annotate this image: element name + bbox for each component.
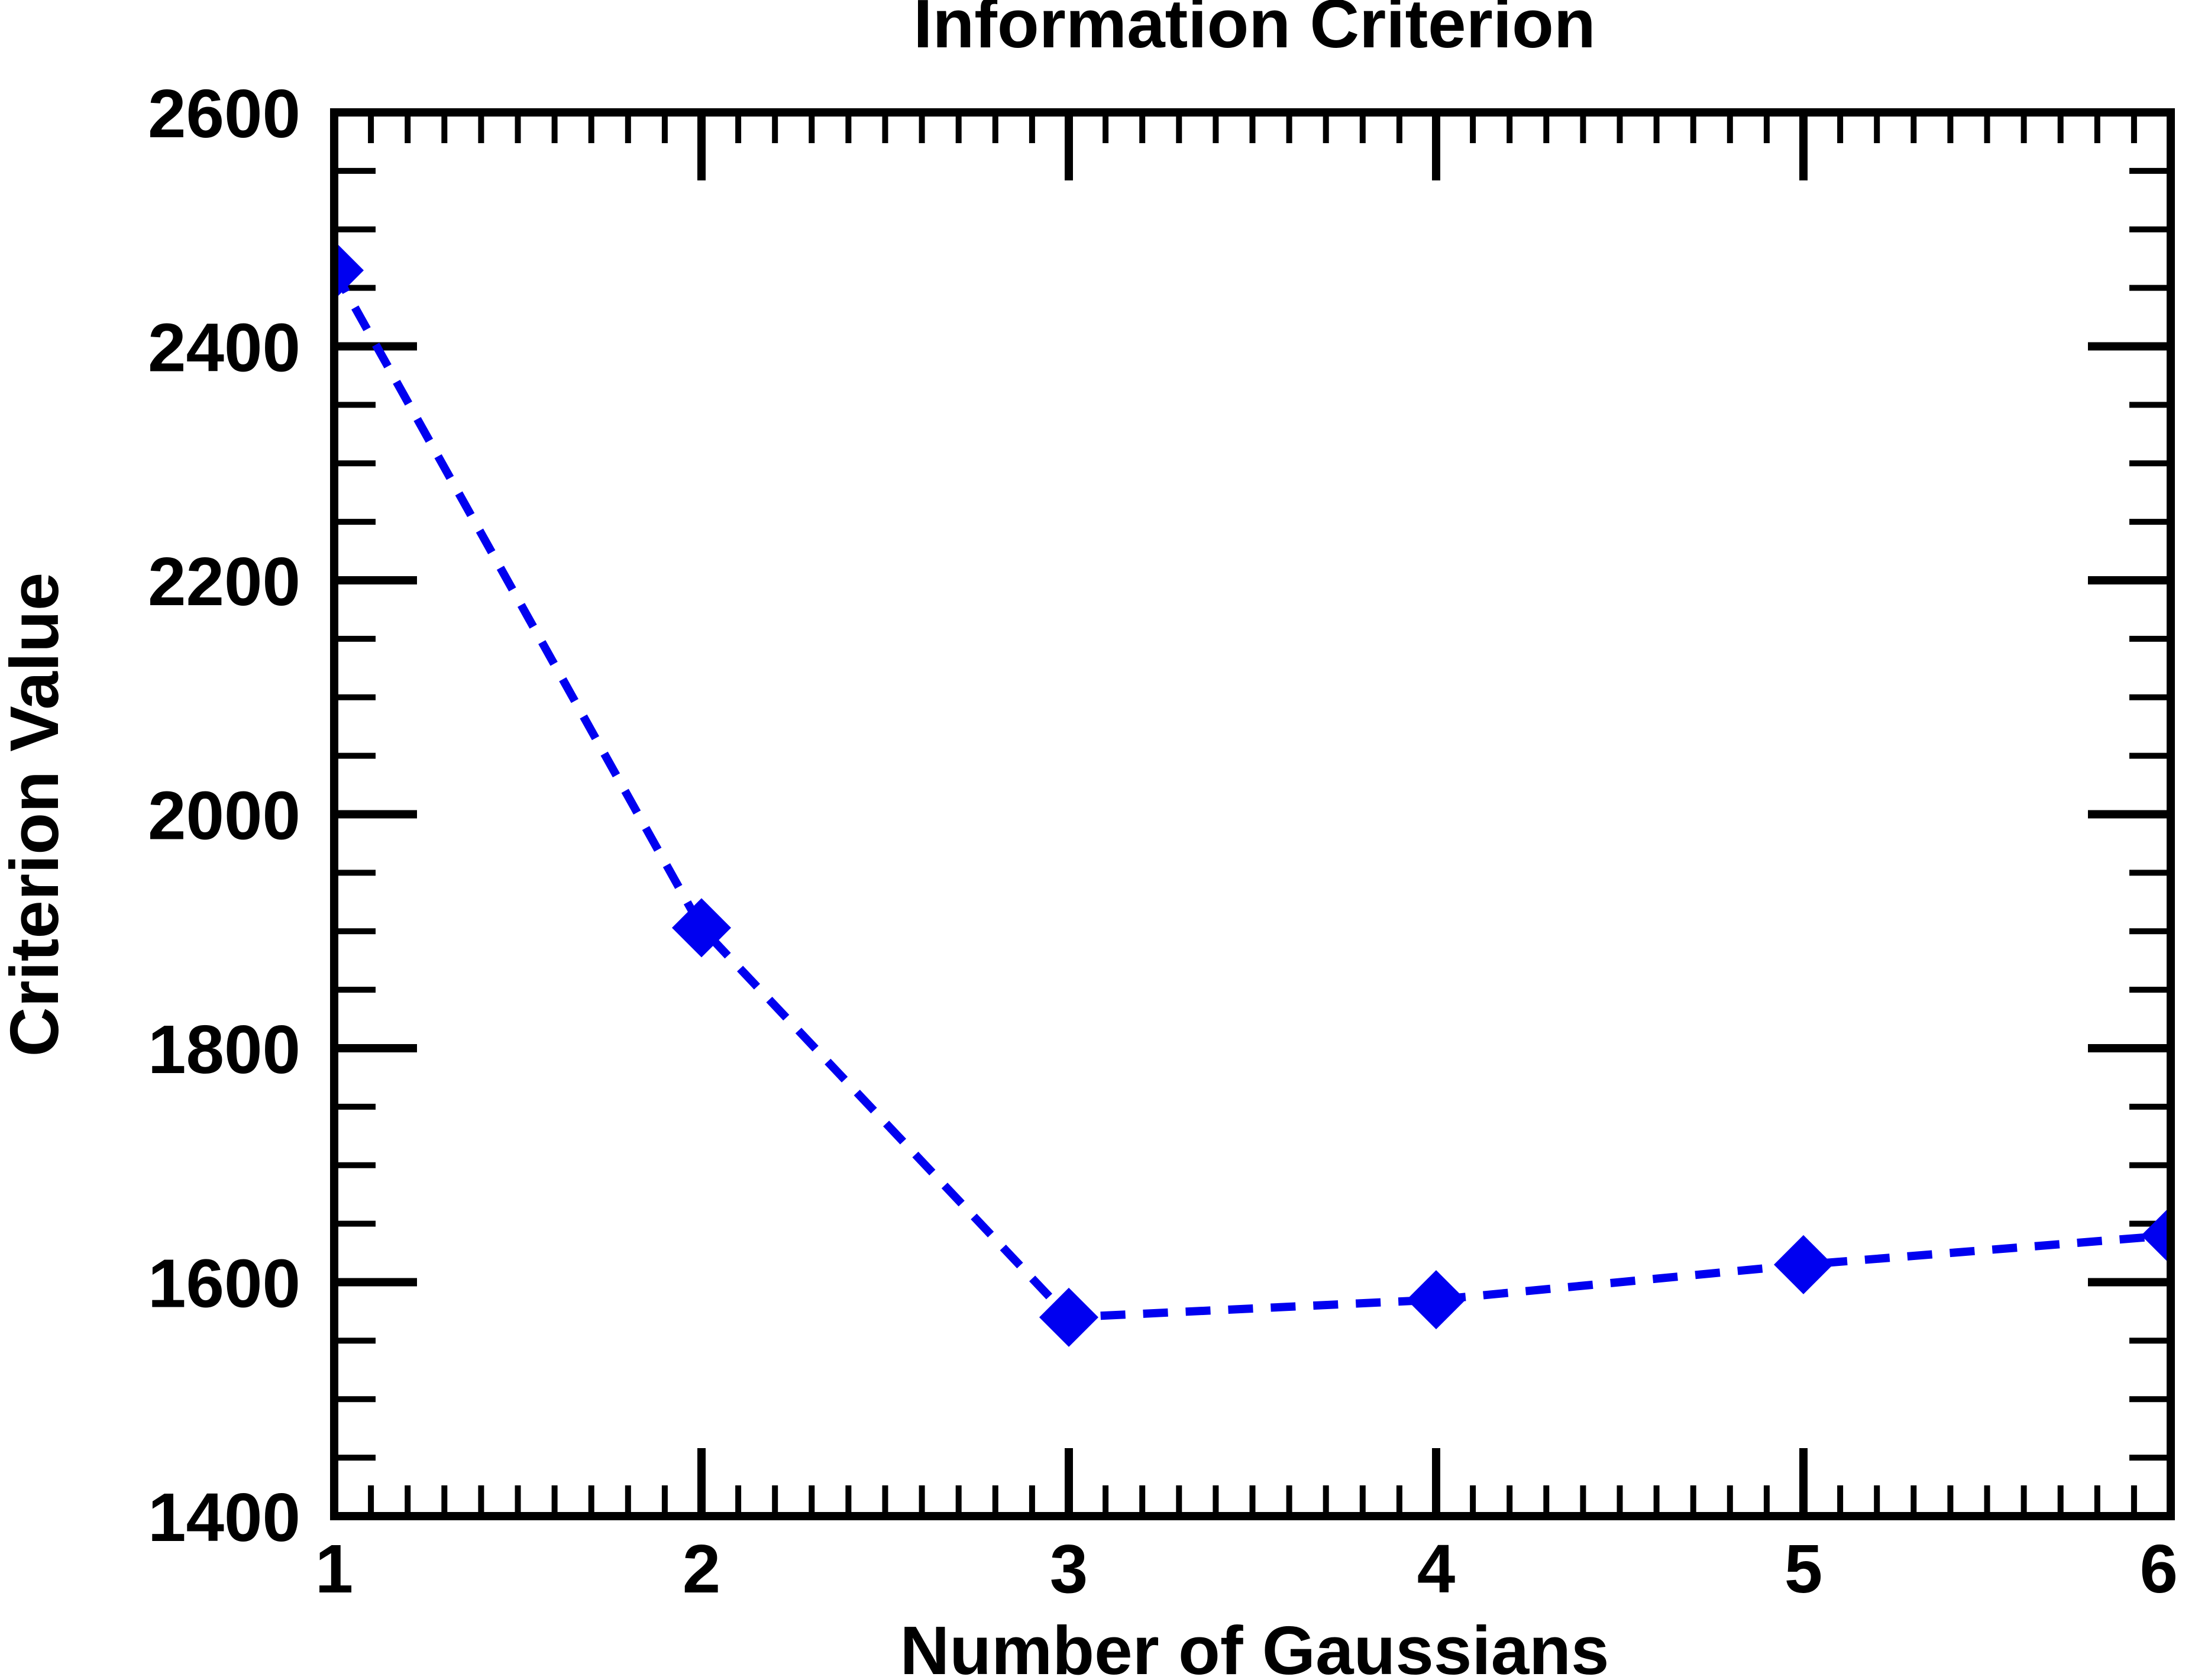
data-point-marker <box>1039 1287 1098 1347</box>
y-tick-label: 2600 <box>148 75 300 152</box>
x-axis-label: Number of Gaussians <box>900 1612 1609 1680</box>
plot-series <box>334 240 2171 1347</box>
y-tick-label: 1600 <box>148 1245 300 1322</box>
x-tick-label: 6 <box>2139 1530 2178 1607</box>
y-tick-label: 1400 <box>148 1479 300 1556</box>
minor-ticks <box>334 112 2171 1516</box>
y-axis-label: Criterion Value <box>0 573 73 1057</box>
data-point-marker <box>672 898 731 958</box>
x-tick-label: 1 <box>315 1530 354 1607</box>
x-tick-label: 4 <box>1417 1530 1456 1607</box>
data-point-marker <box>334 240 364 300</box>
data-point-marker <box>2141 1206 2171 1265</box>
y-tick-label: 2000 <box>148 777 300 854</box>
data-point-marker <box>1774 1235 1833 1294</box>
data-point-marker <box>1407 1270 1466 1330</box>
chart-title: Information Criterion <box>913 0 1596 62</box>
y-tick-label: 2200 <box>148 543 300 620</box>
y-tick-label: 2400 <box>148 309 300 386</box>
y-tick-label: 1800 <box>148 1011 300 1088</box>
x-tick-label: 3 <box>1050 1530 1088 1607</box>
tick-labels: 1 2 3 4 5 6 1400 1600 1800 2000 2200 2400 2600 <box>148 75 2178 1607</box>
x-tick-label: 2 <box>683 1530 721 1607</box>
x-tick-label: 5 <box>1785 1530 1823 1607</box>
plot-frame <box>330 108 2175 1520</box>
series-line <box>334 268 2171 1322</box>
